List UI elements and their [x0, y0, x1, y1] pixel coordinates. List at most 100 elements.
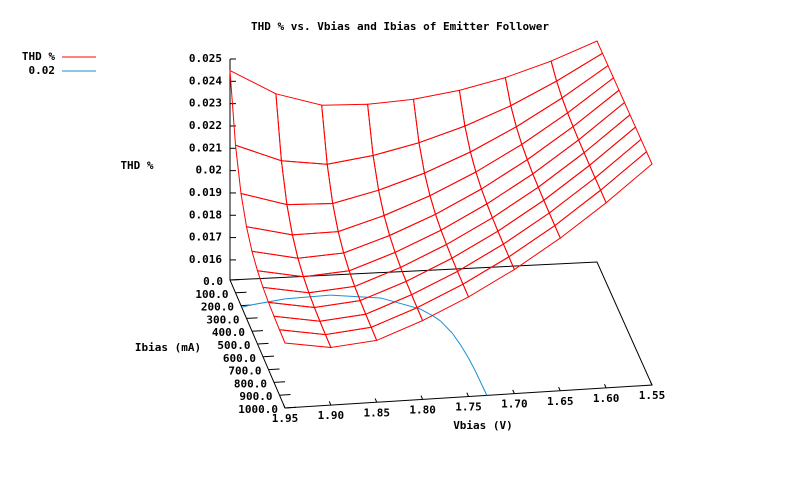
- contour-line: [480, 382, 488, 396]
- contour-line: [381, 297, 421, 310]
- surface-cell: [337, 214, 391, 254]
- x-tick: [420, 395, 424, 400]
- contour-line: [330, 294, 379, 299]
- x-tick: [604, 383, 607, 389]
- z-tick-label: 0.017: [189, 231, 222, 244]
- x-tick-label: 1.90: [318, 409, 345, 422]
- x-tick-label: 1.75: [455, 401, 482, 414]
- y-tick: [262, 355, 275, 358]
- surface-cell: [588, 126, 642, 179]
- contour-line: [284, 294, 331, 300]
- contour-line: [250, 298, 286, 306]
- y-tick-label: 600.0: [223, 352, 256, 365]
- x-tick: [466, 392, 469, 397]
- surface-cell: [577, 101, 631, 154]
- y-axis-label: Ibias (mA): [135, 341, 201, 354]
- legend-label: 0.02: [29, 64, 56, 77]
- surface-cell: [388, 213, 442, 254]
- surface-cell: [510, 80, 563, 128]
- surface-cell: [548, 177, 602, 227]
- surface-cell: [572, 89, 626, 141]
- contour-line: [241, 304, 251, 308]
- surface-cell: [521, 112, 574, 161]
- surface-cell: [234, 144, 288, 206]
- surface-cell: [532, 139, 585, 188]
- surface-cell: [286, 202, 339, 236]
- x-tick-label: 1.80: [409, 403, 436, 416]
- surface-cell: [405, 257, 459, 296]
- surface-cell: [458, 76, 512, 127]
- y-tick: [235, 291, 247, 294]
- chart-title: THD % vs. Vbias and Ibias of Emitter Fol…: [251, 20, 549, 33]
- y-tick-label: 300.0: [206, 313, 239, 326]
- contour-line: [432, 315, 441, 322]
- x-tick-label: 1.60: [593, 392, 620, 405]
- x-tick-label: 1.65: [547, 395, 574, 408]
- y-tick-label: 200.0: [201, 301, 234, 314]
- x-tick-label: 1.70: [501, 398, 528, 411]
- surface-cell: [378, 172, 431, 217]
- y-tick: [257, 342, 269, 345]
- contour-line: [440, 320, 453, 334]
- surface-cell: [412, 89, 466, 144]
- surface-cell: [566, 77, 620, 128]
- x-tick-label: 1.55: [639, 389, 666, 402]
- surface-cell: [423, 151, 477, 197]
- surface-cell: [370, 307, 424, 342]
- surface-cell: [367, 98, 420, 157]
- x-tick-label: 1.85: [364, 406, 391, 419]
- z-tick-label: 0.023: [189, 97, 222, 110]
- y-tick-label: 400.0: [212, 326, 245, 339]
- surface-cell: [537, 151, 591, 202]
- surface-cell: [464, 105, 517, 153]
- z-axis-label: THD %: [120, 159, 153, 172]
- x-tick: [558, 386, 561, 391]
- surface-cell: [491, 186, 545, 232]
- surface-cell: [554, 189, 607, 239]
- surface-cell: [543, 164, 596, 214]
- x-axis-label: Vbias (V): [453, 419, 513, 432]
- z-tick-label: 0.018: [189, 208, 222, 221]
- surface-cell: [343, 234, 396, 272]
- y-tick-label: 900.0: [239, 390, 272, 403]
- surface-cell: [508, 224, 561, 271]
- surface-cell: [229, 69, 282, 162]
- contour-line: [460, 345, 469, 359]
- surface-cell: [240, 192, 294, 236]
- z-tick-label: 0.02: [196, 164, 223, 177]
- surface-cell: [348, 251, 402, 288]
- surface-cell: [321, 103, 374, 165]
- x-tick-label: 1.95: [272, 412, 299, 425]
- z-tick-label: 0.024: [189, 74, 222, 87]
- contour-line: [420, 308, 434, 317]
- surface-cell: [326, 154, 380, 205]
- surface-cell: [583, 113, 637, 167]
- surface-cell: [497, 199, 550, 245]
- x-tick: [282, 403, 286, 409]
- surface-cell: [399, 243, 453, 283]
- y-tick-label: 500.0: [217, 339, 250, 352]
- surface-cell: [526, 125, 580, 175]
- x-tick: [374, 398, 378, 403]
- surface-cell: [410, 270, 464, 309]
- surface-cell: [462, 256, 516, 298]
- surface-cell: [275, 93, 328, 165]
- z-tick-label: 0.021: [189, 141, 222, 154]
- y-tick: [279, 394, 291, 396]
- surface-cell: [324, 326, 378, 349]
- y-tick: [273, 381, 286, 383]
- y-tick-label: 0.0: [203, 275, 223, 288]
- surface-cell: [383, 195, 437, 237]
- surface-cell: [332, 189, 385, 233]
- surface-cell: [297, 252, 350, 278]
- z-tick-label: 0.022: [189, 119, 222, 132]
- x-tick: [649, 381, 653, 386]
- contour-line: [467, 357, 476, 371]
- surface-cell: [434, 188, 488, 231]
- contour-line: [474, 370, 482, 384]
- surface-cell: [278, 329, 332, 349]
- y-tick: [229, 278, 242, 281]
- surface-cell: [502, 212, 556, 258]
- surface-cell: [504, 60, 558, 107]
